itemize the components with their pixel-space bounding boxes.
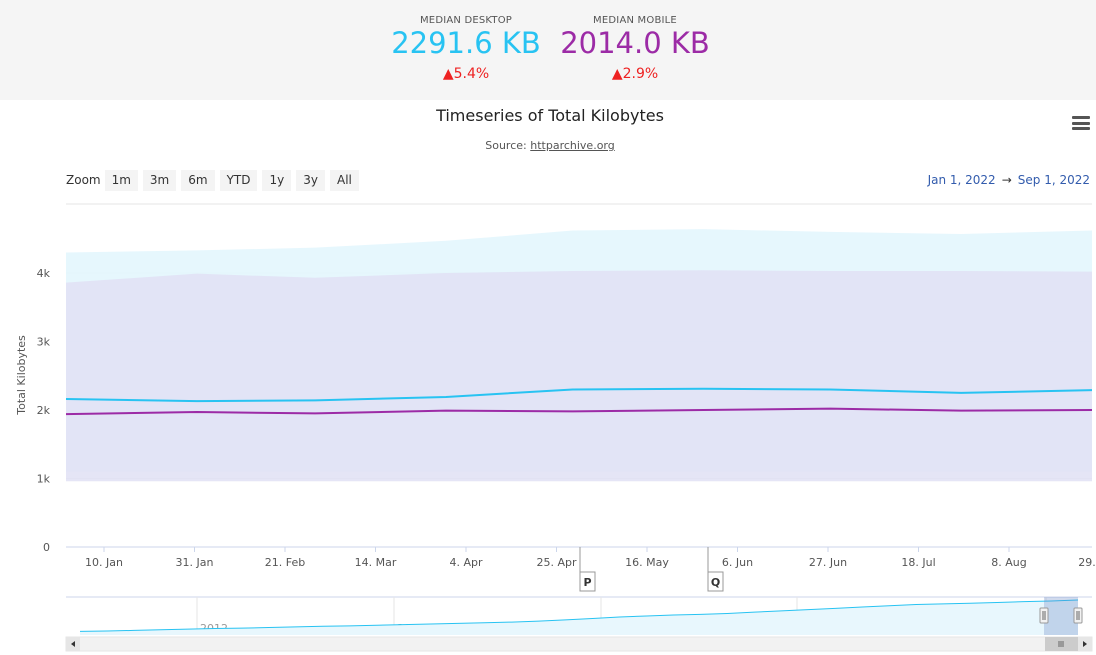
range-from[interactable]: Jan 1, 2022	[927, 173, 996, 187]
y-tick-label: 3k	[37, 336, 51, 349]
x-tick-label: 25. Apr	[536, 556, 576, 569]
flag-box	[579, 571, 596, 592]
median-mobile-change: ▲2.9%	[611, 66, 659, 82]
chart-source: Source: httparchive.org	[0, 139, 1096, 152]
zoom-label: Zoom	[66, 173, 101, 187]
chevron-right-icon	[1083, 641, 1087, 647]
chevron-left-icon	[71, 641, 75, 647]
zoom-1y-button[interactable]: 1y	[262, 169, 292, 191]
scrollbar-track	[65, 636, 1093, 652]
zoom-selector: Zoom 1m 3m 6m YTD 1y 3y All	[66, 169, 364, 191]
series-line	[65, 407, 1093, 416]
y-tick-label: 1k	[37, 473, 51, 486]
source-prefix: Source:	[485, 139, 527, 152]
navigator-handle	[1073, 607, 1083, 624]
x-tick-label: 21. Feb	[265, 556, 305, 569]
x-tick-label: 27. Jun	[809, 556, 847, 569]
x-axis: 10. Jan 31. Jan 21. Feb 14. Mar 4. Apr 25. Ap…	[66, 546, 1096, 569]
flag-label: Q	[711, 576, 720, 589]
x-tick-label: 4. Apr	[449, 556, 482, 569]
navigator-handle	[1039, 607, 1049, 624]
scrollbar-thumb	[1045, 637, 1079, 651]
navigator-area	[80, 600, 1078, 635]
flag-label: P	[583, 576, 591, 589]
chart-title: Timeseries of Total Kilobytes	[436, 106, 664, 125]
summary-panel: MEDIAN DESKTOP 2291.6 KB ▲5.4% MEDIAN MO…	[0, 0, 1096, 100]
hamburger-menu-icon[interactable]	[1072, 116, 1090, 130]
median-desktop-change: ▲5.4%	[442, 66, 490, 82]
x-tick-label: 14. Mar	[355, 556, 397, 569]
y-axis: 0 1k 2k 3k 4k	[37, 267, 51, 554]
x-tick-label: 31. Jan	[176, 556, 214, 569]
y-tick-label: 2k	[37, 404, 51, 417]
median-desktop-value: 2291.6 KB	[391, 26, 541, 60]
navigator-line	[79, 599, 1079, 632]
series-line	[65, 387, 1093, 403]
range-to[interactable]: Sep 1, 2022	[1017, 173, 1090, 187]
zoom-ytd-button[interactable]: YTD	[219, 169, 258, 191]
y-tick-label: 0	[43, 541, 50, 554]
y-axis-title: Total Kilobytes	[15, 335, 28, 416]
x-tick-label: 6. Jun	[722, 556, 753, 569]
flag-box	[707, 571, 724, 592]
source-link[interactable]: httparchive.org	[530, 139, 615, 152]
zoom-6m-button[interactable]: 6m	[181, 169, 215, 191]
series-lines	[65, 387, 1093, 416]
zoom-all-button[interactable]: All	[329, 169, 359, 191]
navigator[interactable]: 20122014201620182022	[66, 596, 1092, 635]
range-arrow: →	[1001, 173, 1012, 187]
navigator-selection	[1044, 597, 1078, 635]
median-desktop-label: MEDIAN DESKTOP	[419, 15, 513, 26]
zoom-1m-button[interactable]: 1m	[104, 169, 138, 191]
median-mobile-label: MEDIAN MOBILE	[593, 15, 677, 26]
scrollbar[interactable]	[65, 636, 1093, 652]
percentile-bands	[66, 229, 1092, 482]
x-tick-label: 29. Aug	[1078, 556, 1096, 569]
x-tick-label: 10. Jan	[85, 556, 123, 569]
y-tick-label: 4k	[37, 267, 51, 280]
zoom-3m-button[interactable]: 3m	[142, 169, 177, 191]
x-tick-label: 8. Aug	[991, 556, 1026, 569]
median-mobile-value: 2014.0 KB	[560, 26, 710, 60]
zoom-3y-button[interactable]: 3y	[296, 169, 325, 191]
percentile-band	[66, 270, 1092, 482]
x-tick-label: 16. May	[625, 556, 669, 569]
x-tick-label: 18. Jul	[901, 556, 935, 569]
date-range: Jan 1, 2022 → Sep 1, 2022	[900, 173, 1090, 187]
